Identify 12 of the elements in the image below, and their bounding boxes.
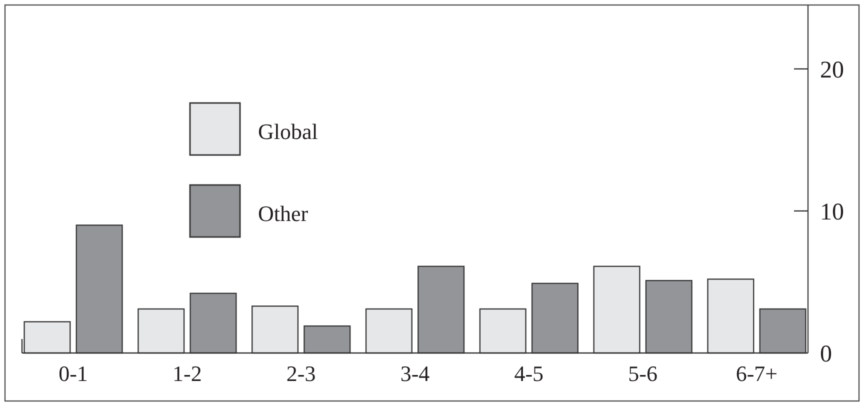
x-tick-label: 1-2 <box>172 361 202 386</box>
x-tick-label: 0-1 <box>58 361 88 386</box>
y-tick-label: 20 <box>820 57 844 84</box>
legend-label: Other <box>258 201 309 226</box>
legend-label: Global <box>258 119 318 144</box>
x-tick-label: 6-7+ <box>736 361 778 386</box>
x-tick-label: 5-6 <box>628 361 658 386</box>
y-tick-label: 10 <box>820 199 844 226</box>
x-tick-label: 3-4 <box>400 361 430 386</box>
x-tick-label: 2-3 <box>286 361 316 386</box>
y-tick-label: 0 <box>820 341 832 368</box>
x-tick-label: 4-5 <box>514 361 544 386</box>
